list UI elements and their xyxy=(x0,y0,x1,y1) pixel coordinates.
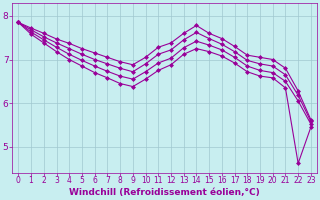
X-axis label: Windchill (Refroidissement éolien,°C): Windchill (Refroidissement éolien,°C) xyxy=(69,188,260,197)
